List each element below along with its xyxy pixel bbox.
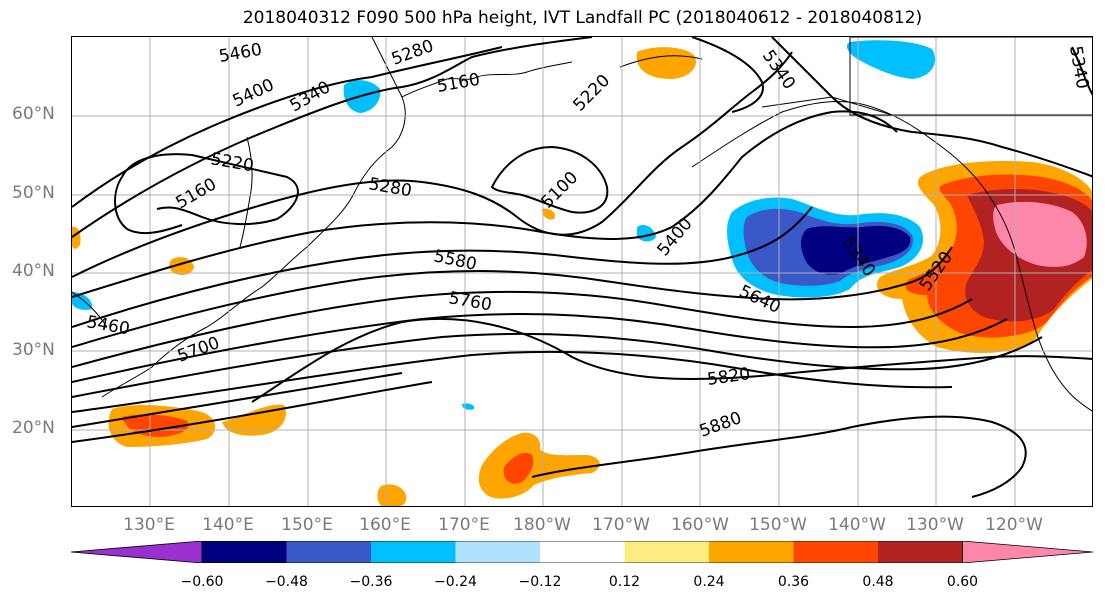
lat-label-30n: 30°N: [12, 340, 55, 360]
lon-label: 140°E: [202, 515, 254, 535]
ivt-negative-core: [800, 225, 911, 275]
contour-label: 5400: [654, 214, 697, 260]
lon-label: 180°W: [513, 515, 571, 535]
lon-label: 160°W: [671, 515, 729, 535]
lat-label-20n: 20°N: [12, 418, 55, 438]
ivt-positive-small-1: [377, 484, 407, 506]
lon-label: 130°E: [123, 515, 175, 535]
ivt-positive-small-3: [72, 226, 81, 249]
colorbar-bin: [455, 541, 540, 563]
colorbar-tick-label: 0.60: [946, 574, 979, 590]
colorbar-tick-label: −0.60: [180, 574, 224, 590]
ivt-negative-small-1: [72, 292, 93, 310]
colorbar-tick-label: −0.12: [518, 574, 562, 590]
height-contours: [72, 37, 1092, 498]
lon-label: 160°E: [359, 515, 411, 535]
ivt-positive-wpac-east: [222, 404, 286, 436]
figure-title: 2018040312 F090 500 hPa height, IVT Land…: [242, 8, 923, 28]
lat-label-40n: 40°N: [12, 261, 55, 281]
ivt-positive-subtrop-outer: [478, 432, 600, 499]
ivt-positive-subtrop-inner: [503, 452, 534, 484]
colorbar-high-extend: [962, 541, 1093, 563]
colorbar-bin: [540, 541, 625, 563]
colorbar-tick-label: 0.48: [862, 574, 894, 590]
colorbar-tick-label: −0.24: [434, 574, 477, 590]
colorbar-tick-label: −0.48: [265, 574, 308, 590]
contour-label: 5460: [217, 40, 263, 67]
map-canvas: 5460 5400 5340 5280 5160 5220 5340 5220 …: [72, 37, 1092, 506]
colorbar-bin: [202, 541, 287, 563]
colorbar-low-extend: [71, 541, 203, 563]
lon-label: 140°W: [828, 515, 886, 535]
lon-label: 130°W: [906, 515, 964, 535]
inset-frame: [849, 37, 1092, 116]
ivt-positive-small-4: [542, 208, 556, 220]
lon-label: 170°E: [438, 515, 490, 535]
contour-label: 5400: [230, 75, 278, 111]
contour-label: 5820: [706, 364, 752, 390]
contour-label: 5100: [537, 168, 582, 213]
lon-label: 120°W: [985, 515, 1043, 535]
colorbar-tick-label: 0.12: [608, 574, 641, 590]
contour-label: 5340: [1065, 44, 1092, 90]
contour-label: 5160: [173, 174, 220, 213]
ivt-positive-okhotsk: [636, 47, 696, 79]
ivt-negative-alaska-n: [846, 40, 936, 79]
contour-label: 5340: [758, 46, 799, 93]
ivt-positive-na-core: [993, 201, 1087, 267]
colorbar-bin: [624, 541, 709, 563]
colorbar-tick-label: −0.36: [349, 574, 393, 590]
contour-label: 5460: [85, 312, 131, 339]
colorbar-tick-label: 0.36: [777, 574, 810, 590]
contour-label: 5220: [569, 71, 614, 116]
colorbar-bin: [793, 541, 878, 563]
map-panel: 5460 5400 5340 5280 5160 5220 5340 5220 …: [71, 36, 1093, 507]
colorbar-bin: [371, 541, 456, 563]
lon-label: 150°E: [281, 515, 333, 535]
lat-label-60n: 60°N: [12, 104, 55, 124]
contour-label: 5880: [697, 408, 744, 442]
contour-label: 5280: [367, 174, 413, 201]
ivt-negative-tiny: [462, 403, 475, 410]
colorbar-tick-label: 0.24: [693, 574, 725, 590]
contour-label: 5340: [287, 77, 334, 116]
colorbar: [71, 541, 1093, 563]
colorbar-bin: [878, 541, 963, 563]
lat-label-50n: 50°N: [12, 183, 55, 203]
lon-label: 170°W: [592, 515, 650, 535]
colorbar-bin: [286, 541, 371, 563]
contour-label: 5280: [389, 37, 436, 70]
colorbar-bin: [709, 541, 794, 563]
contour-label: 5220: [209, 149, 255, 176]
ivt-positive-wpac-inner: [122, 414, 189, 437]
lon-label: 150°W: [749, 515, 807, 535]
